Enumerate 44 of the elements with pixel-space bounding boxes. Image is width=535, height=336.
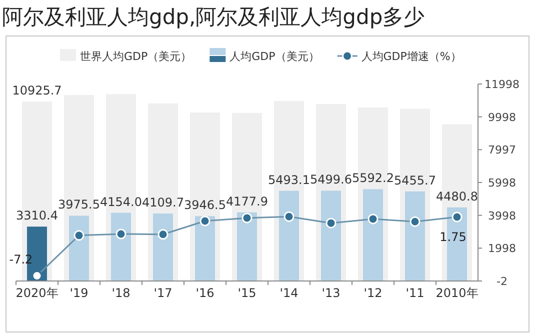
x-tick-label: '15	[238, 286, 256, 300]
bar	[321, 190, 341, 281]
bar	[153, 214, 173, 281]
data-label: 4480.8	[436, 189, 478, 204]
x-tick-label: '16	[196, 286, 214, 300]
x-tick-label: '11	[406, 286, 424, 300]
data-label: 5592.2	[352, 171, 394, 186]
bar	[237, 212, 257, 281]
bar	[405, 191, 425, 281]
data-label: 4177.9	[226, 194, 268, 208]
x-tick-label: '18	[112, 286, 130, 300]
legend-label: 人均GDP（美元）	[230, 50, 320, 63]
data-label: 4109.7	[142, 196, 184, 210]
data-label: 4154.0	[100, 194, 142, 209]
y-tick-label: 5998	[488, 176, 516, 190]
bar	[195, 216, 215, 281]
x-tick-label: 2010年	[436, 286, 478, 300]
y-tick-label: 11998	[484, 78, 520, 91]
data-label: 5493.1	[268, 172, 310, 187]
y-tick-label: 1998	[488, 242, 516, 256]
bar	[363, 189, 383, 281]
bar	[69, 216, 89, 281]
x-tick-label: '19	[70, 286, 88, 300]
y-tick-label: -2	[496, 275, 508, 288]
y-tick-label: 9998	[488, 110, 516, 124]
data-label: 10925.7	[12, 84, 62, 98]
legend-label: 世界人均GDP（美元）	[80, 50, 192, 63]
legend-label: 人均GDP增速（%）	[361, 50, 462, 63]
y-tick-label: 7997	[488, 144, 516, 157]
data-label: 5455.7	[394, 173, 436, 188]
x-tick-label: '13	[322, 286, 340, 300]
data-label: 5499.6	[310, 172, 352, 187]
data-label: 3975.5	[58, 198, 100, 212]
x-tick-label: '12	[364, 286, 382, 300]
x-tick-label: '14	[280, 286, 298, 300]
chart-title: 阿尔及利亚人均gdp,阿尔及利亚人均gdp多少	[2, 5, 425, 29]
x-tick-label: 2020年	[16, 286, 58, 300]
y-tick-label: 3998	[488, 209, 516, 222]
data-label: 3946.5	[184, 198, 226, 212]
bar	[279, 190, 299, 281]
x-tick-label: '17	[154, 286, 172, 300]
data-label: 3310.4	[16, 208, 58, 223]
data-label: 1.75	[440, 230, 466, 244]
bar	[111, 212, 131, 281]
